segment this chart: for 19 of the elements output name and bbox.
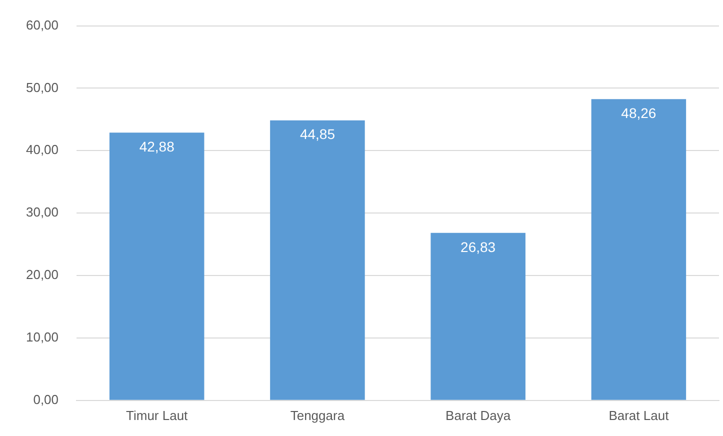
x-tick-label: Timur Laut [126, 408, 188, 423]
bar [591, 99, 686, 400]
y-tick-label: 50,00 [26, 80, 59, 95]
y-tick-label: 40,00 [26, 142, 59, 158]
x-tick-label: Barat Laut [608, 408, 670, 423]
y-tick-label: 20,00 [26, 267, 59, 282]
x-tick-label: Tenggara [290, 408, 346, 423]
data-label: 26,83 [460, 238, 496, 255]
data-label: 48,26 [621, 104, 656, 121]
y-tick-label: 30,00 [26, 204, 59, 220]
y-tick-label: 10,00 [26, 330, 59, 345]
bar [270, 120, 365, 400]
y-tick-label: 0,00 [33, 392, 59, 407]
x-tick-label: Barat Daya [446, 408, 512, 423]
bar [109, 132, 204, 400]
bar [430, 232, 526, 400]
data-label: 44,85 [300, 126, 336, 142]
data-label: 42,88 [139, 138, 175, 155]
y-tick-label: 60,00 [26, 17, 59, 32]
